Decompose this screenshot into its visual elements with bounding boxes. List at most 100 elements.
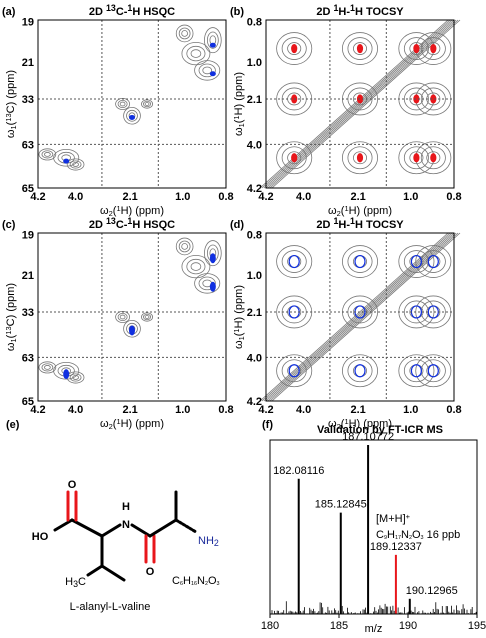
text-part: 1 xyxy=(333,216,338,226)
peak-label: 185.12845 xyxy=(315,499,367,511)
panel-label: (d) xyxy=(230,219,244,231)
x-tick-label: 2.1 xyxy=(350,404,365,416)
text-part: 2 xyxy=(337,209,341,218)
text-part: C- xyxy=(116,219,128,231)
text-part: ( xyxy=(233,332,245,336)
cross-peak xyxy=(209,71,216,77)
y-axis-label: ω1(1H) (ppm) xyxy=(232,285,246,349)
contour xyxy=(341,32,378,65)
x-tick-label: 1.0 xyxy=(403,404,418,416)
cross-peak xyxy=(354,364,366,378)
text-part: 6 xyxy=(180,581,183,587)
contour xyxy=(420,37,446,60)
text-part: 1 xyxy=(344,417,348,426)
contour xyxy=(181,243,188,250)
contour xyxy=(420,250,446,273)
contour xyxy=(117,99,128,109)
y-tick-label: 2.1 xyxy=(247,307,262,319)
chart-title: Validation by FT-ICR MS xyxy=(317,424,443,436)
contour xyxy=(420,359,446,383)
contour xyxy=(198,276,216,291)
cross-peak xyxy=(129,114,135,120)
text-part: 1 xyxy=(344,204,348,213)
text-part: ( xyxy=(341,418,345,430)
text-part: 13 xyxy=(106,3,116,13)
cross-peak xyxy=(291,153,298,163)
x-tick-label: 1.0 xyxy=(175,191,190,203)
x-axis-label: ω2(1H) (ppm) xyxy=(100,417,164,431)
text-part: 1 xyxy=(9,338,18,342)
text-part: ω xyxy=(100,205,109,217)
text-part: H) (ppm) xyxy=(233,72,245,115)
text-part: 13 xyxy=(106,216,116,226)
text-part: 1 xyxy=(237,123,246,127)
text-part: H) (ppm) xyxy=(349,205,392,217)
contour xyxy=(415,245,452,278)
cross-peak xyxy=(63,158,70,164)
plot-frame xyxy=(37,232,227,402)
text-part: H- xyxy=(338,6,350,18)
contour xyxy=(420,146,446,170)
text-part: C) (ppm) xyxy=(5,70,17,113)
contour xyxy=(420,300,446,324)
peak-label: 190.12965 xyxy=(406,585,458,597)
contour xyxy=(276,245,313,278)
panel-title: 2D 1H-1H TOCSY xyxy=(316,216,404,231)
x-tick-label: 4.2 xyxy=(258,191,273,203)
x-tick-label: 195 xyxy=(468,620,486,632)
contours xyxy=(38,24,222,171)
contour xyxy=(142,100,152,108)
text-part: 3 xyxy=(73,579,78,589)
formula: C6H16N2O3 xyxy=(172,575,220,587)
text-part: O xyxy=(208,575,217,587)
cross-peak xyxy=(427,254,439,269)
contour xyxy=(341,245,378,278)
contour xyxy=(426,42,441,55)
text-part: 1 xyxy=(232,115,241,119)
diagonal xyxy=(271,232,461,402)
contour xyxy=(204,240,222,267)
contour xyxy=(281,146,307,170)
text-part: ω xyxy=(5,342,17,351)
contour xyxy=(398,245,435,278)
contour xyxy=(186,45,206,62)
contours xyxy=(259,232,461,402)
text-part: 2D xyxy=(89,219,106,231)
atom-label: O xyxy=(146,566,155,578)
panel-title: 2D 13C-1H HSQC xyxy=(89,3,175,18)
plot-frame xyxy=(265,232,455,402)
y-tick-label: 0.8 xyxy=(247,230,262,242)
text-part: 1 xyxy=(350,3,355,13)
contour xyxy=(190,262,202,271)
text-part: H- xyxy=(338,219,350,231)
text-part: N xyxy=(197,575,205,587)
contour xyxy=(181,255,211,279)
contours xyxy=(259,19,461,189)
x-tick-label: 4.0 xyxy=(68,191,83,203)
contour xyxy=(44,152,51,157)
diagonal xyxy=(259,232,449,402)
contour xyxy=(181,30,188,37)
text-part: 2D xyxy=(316,219,333,231)
x-tick-label: 1.0 xyxy=(403,191,418,203)
atom-label: NH2 xyxy=(198,535,219,548)
x-tick-label: 4.0 xyxy=(68,404,83,416)
contour xyxy=(403,87,429,111)
contour xyxy=(41,150,54,159)
x-tick-label: 4.0 xyxy=(296,191,311,203)
cross-peak xyxy=(209,42,216,48)
y-tick-label: 4.2 xyxy=(247,183,262,195)
peak-label: 189.12337 xyxy=(370,541,422,553)
contour xyxy=(72,375,79,380)
atom-label: N xyxy=(122,519,130,531)
cross-peak xyxy=(129,325,135,336)
text-part: C xyxy=(172,575,180,587)
contour xyxy=(426,151,441,165)
text-part: ω xyxy=(233,127,245,136)
cross-peak xyxy=(209,253,216,264)
y-tick-label: 2.1 xyxy=(247,94,262,106)
text-part: 9 xyxy=(384,535,387,541)
contour xyxy=(123,319,141,338)
contour xyxy=(69,373,82,382)
text-part: ω xyxy=(5,129,17,138)
